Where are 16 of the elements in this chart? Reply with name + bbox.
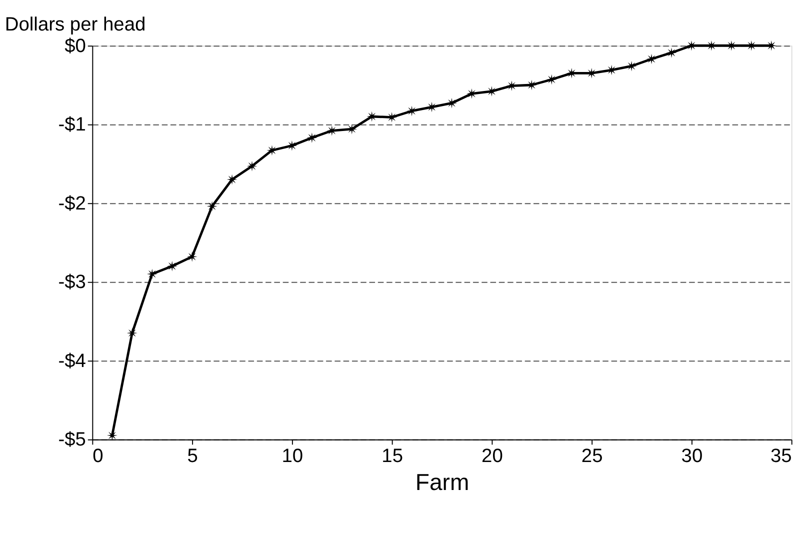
- y-tick-label: $0: [64, 36, 86, 57]
- x-tick-label: 5: [187, 446, 198, 467]
- x-tick-label: 0: [92, 446, 104, 467]
- y-tick-label: -$2: [58, 193, 86, 214]
- x-axis-title: Farm: [415, 468, 470, 495]
- y-tick-label: -$3: [58, 272, 86, 294]
- y-tick-label: -$1: [58, 114, 86, 136]
- x-tick-label: 20: [482, 446, 503, 467]
- x-tick-label: 30: [681, 446, 703, 467]
- y-tick-label: -$5: [58, 430, 86, 451]
- x-tick-label: 15: [382, 446, 403, 467]
- x-tick-label: 10: [282, 446, 304, 467]
- x-tick-label: 35: [770, 446, 792, 467]
- y-axis-title: Dollars per head: [4, 14, 146, 36]
- x-tick-label: 25: [581, 446, 603, 467]
- y-tick-label: -$4: [58, 350, 86, 372]
